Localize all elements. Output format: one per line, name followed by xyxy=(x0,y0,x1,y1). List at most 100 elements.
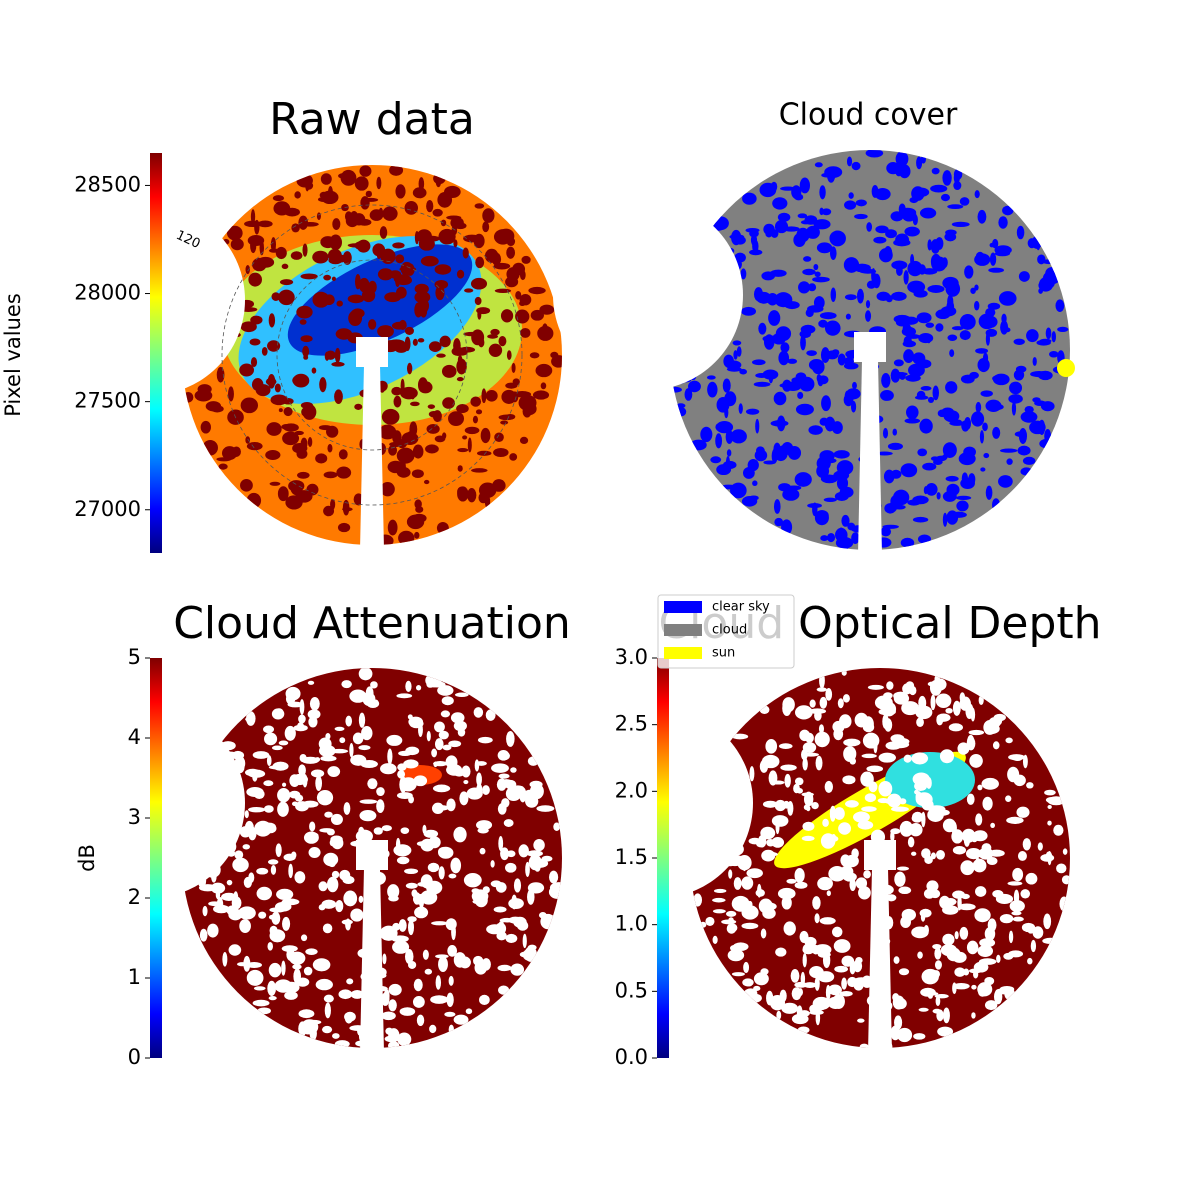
image-blob xyxy=(281,960,286,976)
image-blob xyxy=(473,955,484,966)
image-blob xyxy=(814,913,820,924)
image-blob xyxy=(442,432,447,439)
image-blob xyxy=(993,989,1003,1005)
image-blob xyxy=(739,368,748,375)
image-blob xyxy=(715,433,723,449)
image-blob xyxy=(240,479,253,492)
image-blob xyxy=(923,924,929,936)
image-blob xyxy=(748,837,762,845)
image-blob xyxy=(359,809,377,822)
image-blob xyxy=(500,420,509,425)
image-blob xyxy=(414,230,420,245)
image-blob xyxy=(728,869,733,879)
image-blob xyxy=(250,238,257,254)
image-blob xyxy=(278,740,289,746)
image-blob xyxy=(944,232,957,242)
image-blob xyxy=(210,882,226,894)
image-blob xyxy=(346,978,354,985)
image-blob xyxy=(400,777,417,792)
image-blob xyxy=(323,994,334,1003)
image-blob xyxy=(1001,313,1007,324)
image-blob xyxy=(959,197,970,206)
image-blob xyxy=(882,714,889,729)
image-blob xyxy=(520,327,531,338)
image-blob xyxy=(866,222,873,232)
image-blob xyxy=(1011,401,1017,416)
image-blob xyxy=(794,867,805,883)
image-blob xyxy=(848,192,854,199)
image-blob xyxy=(765,852,778,857)
image-blob xyxy=(336,300,343,307)
image-blob xyxy=(794,472,812,487)
image-blob xyxy=(1004,987,1015,1001)
polar-grid xyxy=(276,259,468,451)
image-blob xyxy=(957,903,976,911)
image-blob xyxy=(983,315,998,328)
image-blob xyxy=(515,290,522,300)
image-blob xyxy=(808,283,817,292)
image-blob xyxy=(299,753,307,763)
image-blob xyxy=(323,852,339,867)
image-blob xyxy=(821,208,832,216)
image-blob xyxy=(400,827,410,834)
image-blob xyxy=(393,395,402,408)
image-blob xyxy=(292,964,302,970)
image-blob xyxy=(527,882,545,894)
image-blob xyxy=(456,269,465,279)
image-blob xyxy=(263,805,274,813)
image-blob xyxy=(268,996,277,1001)
image-blob xyxy=(849,878,857,892)
image-blob xyxy=(296,977,310,987)
image-blob xyxy=(935,693,952,709)
image-blob xyxy=(765,739,778,754)
image-blob xyxy=(456,404,469,414)
image-blob xyxy=(448,975,454,986)
image-blob xyxy=(238,906,256,920)
image-blob xyxy=(754,449,768,462)
image-blob xyxy=(431,748,438,758)
image-blob xyxy=(787,800,794,816)
image-blob xyxy=(453,338,461,353)
image-blob xyxy=(992,426,1001,439)
image-blob xyxy=(1055,299,1065,312)
colorbar-tick-label: 5 xyxy=(128,645,141,669)
image-blob xyxy=(473,707,484,718)
image-blob xyxy=(242,844,250,850)
image-blob xyxy=(760,826,776,840)
image-mask xyxy=(360,365,384,550)
image-blob xyxy=(722,378,731,393)
image-blob xyxy=(298,764,306,777)
image-blob xyxy=(964,265,974,279)
image-blob xyxy=(283,423,299,432)
image-blob xyxy=(977,982,993,997)
image-blob xyxy=(300,335,313,343)
image-blob xyxy=(917,951,923,959)
image-blob xyxy=(282,431,300,446)
image-blob xyxy=(906,405,919,420)
image-blob xyxy=(316,790,334,806)
image-blob xyxy=(416,840,432,847)
image-blob xyxy=(782,488,800,501)
image-blob xyxy=(781,519,793,535)
image-blob xyxy=(1007,881,1023,886)
image-blob xyxy=(699,921,707,928)
image-blob xyxy=(344,1011,356,1022)
image-blob xyxy=(347,294,365,304)
image-blob xyxy=(467,487,477,503)
image-blob xyxy=(931,970,940,979)
image-blob xyxy=(1051,331,1057,343)
image-blob xyxy=(983,453,990,459)
image-region xyxy=(287,244,473,356)
image-blob xyxy=(438,866,445,880)
image-blob xyxy=(315,453,328,464)
image-blob xyxy=(975,348,989,354)
image-blob xyxy=(228,944,242,956)
image-blob xyxy=(396,467,411,478)
image-blob xyxy=(330,835,343,844)
image-blob xyxy=(1045,327,1052,340)
image-blob xyxy=(380,481,395,497)
image-blob xyxy=(925,483,938,496)
image-blob xyxy=(946,510,959,525)
image-blob xyxy=(350,908,364,922)
image-blob xyxy=(328,186,333,199)
